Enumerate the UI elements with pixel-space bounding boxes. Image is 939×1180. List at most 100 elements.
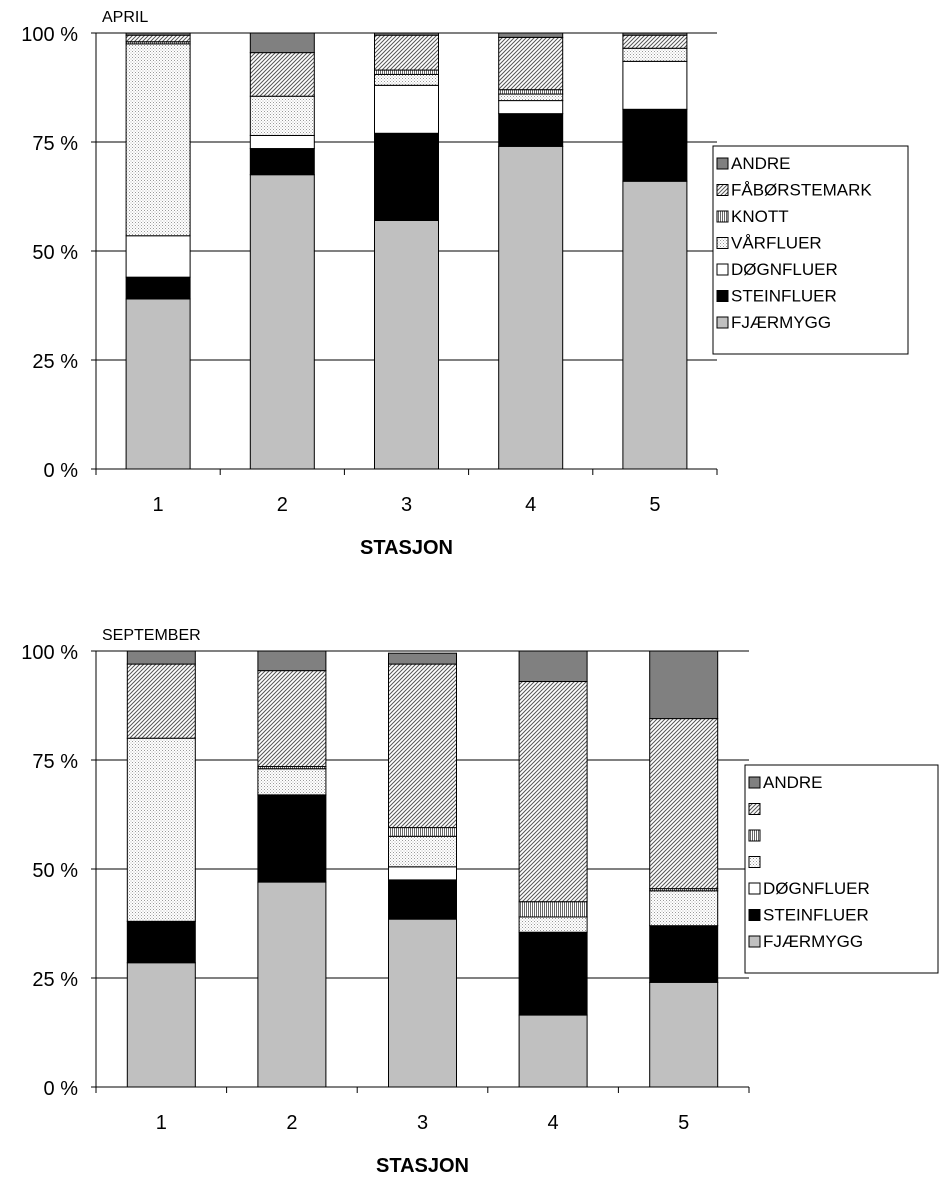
bar-segment bbox=[126, 663, 196, 739]
x-tick-label: 5 bbox=[678, 1112, 689, 1134]
bar-segment bbox=[649, 890, 719, 927]
bar-segment bbox=[257, 650, 327, 672]
legend-swatch bbox=[748, 829, 761, 842]
x-tick-label: 1 bbox=[153, 494, 164, 516]
bar-segment bbox=[518, 916, 588, 933]
chart-0: 0 % 25 % 50 % 75 % 100 % 1 2 3 4 5 APRIL STASJON AND… bbox=[21, 9, 909, 559]
bar-segment bbox=[125, 43, 191, 237]
bar-segment bbox=[125, 298, 191, 470]
bar-segment bbox=[518, 681, 588, 903]
bar-segment bbox=[622, 60, 688, 110]
y-tick-label: 75 % bbox=[32, 133, 78, 155]
legend-swatch bbox=[748, 935, 761, 948]
legend-label: DØGNFLUER bbox=[731, 260, 838, 279]
chart-title: APRIL bbox=[102, 9, 148, 26]
bar-segment bbox=[126, 962, 196, 1088]
bar-segment bbox=[622, 47, 688, 62]
bar-segment bbox=[498, 113, 564, 147]
bar-segment bbox=[498, 89, 564, 95]
y-tick-label: 50 % bbox=[32, 242, 78, 264]
bar-segment bbox=[622, 180, 688, 470]
x-axis-label: STASJON bbox=[376, 1155, 469, 1175]
legend-swatch bbox=[716, 263, 729, 276]
y-tick-label: 0 % bbox=[44, 1078, 79, 1100]
legend: ANDRE FÅBØRSTEMARK KNOTT VÅRFLUER DØGNFLUER S… bbox=[712, 145, 909, 355]
bar-segment bbox=[649, 650, 719, 720]
bar-segment bbox=[518, 931, 588, 1016]
bar-segment bbox=[622, 34, 688, 49]
chart-title: SEPTEMBER bbox=[102, 627, 201, 644]
bar-segment bbox=[498, 100, 564, 115]
bar-segment bbox=[388, 663, 457, 829]
legend-label: FJÆRMYGG bbox=[763, 932, 863, 951]
bar-segment bbox=[388, 835, 457, 868]
bar-segment bbox=[249, 32, 315, 54]
y-tick-label: 25 % bbox=[32, 351, 78, 373]
bar-segment bbox=[374, 34, 439, 71]
y-tick-label: 100 % bbox=[21, 24, 78, 46]
bar-segment bbox=[498, 36, 564, 91]
bar-segment bbox=[374, 32, 439, 36]
bar-segment bbox=[374, 132, 439, 221]
legend-swatch bbox=[748, 909, 761, 921]
bar-segment bbox=[257, 768, 327, 796]
bar-segment bbox=[498, 32, 564, 38]
bar-segment bbox=[249, 134, 315, 150]
y-tick-label: 25 % bbox=[32, 969, 78, 991]
bar-segment bbox=[388, 827, 457, 837]
bar-segment bbox=[518, 650, 588, 683]
legend-swatch bbox=[748, 776, 761, 789]
bar-segment bbox=[498, 145, 564, 470]
bar-segment bbox=[622, 32, 688, 36]
y-tick-label: 50 % bbox=[32, 860, 78, 882]
bar-segment bbox=[498, 93, 564, 102]
bar-segment bbox=[249, 52, 315, 97]
y-tick-label: 75 % bbox=[32, 751, 78, 773]
legend-label: STEINFLUER bbox=[763, 906, 869, 925]
legend: ANDRE DØGNFLUER STEINFLUER FJÆRMYGG bbox=[744, 764, 939, 974]
legend-swatch bbox=[716, 184, 729, 196]
y-tick-label: 0 % bbox=[44, 460, 79, 482]
legend-swatch bbox=[716, 316, 729, 329]
legend-swatch bbox=[716, 210, 729, 223]
bar-segment bbox=[388, 652, 457, 665]
bar-segment bbox=[374, 84, 439, 134]
legend-swatch bbox=[748, 803, 761, 815]
bar-segment bbox=[622, 108, 688, 182]
x-tick-label: 2 bbox=[286, 1112, 297, 1134]
bar-segment bbox=[388, 866, 457, 881]
bar-segment bbox=[649, 981, 719, 1088]
bar-segment bbox=[249, 148, 315, 176]
legend-swatch bbox=[748, 856, 761, 868]
bar-segment bbox=[125, 235, 191, 278]
bar-segment bbox=[649, 718, 719, 890]
legend-swatch bbox=[716, 157, 729, 170]
x-tick-label: 1 bbox=[156, 1112, 167, 1134]
bar-segment bbox=[126, 920, 196, 964]
bar-segment bbox=[249, 95, 315, 136]
chart-1: 0 % 25 % 50 % 75 % 100 % 1 2 3 4 5 SEPTEMBER STASJO… bbox=[21, 627, 939, 1177]
bar-segment bbox=[125, 276, 191, 300]
legend-swatch bbox=[716, 290, 729, 302]
bar-segment bbox=[249, 174, 315, 470]
legend-box bbox=[744, 764, 939, 974]
legend-label: ANDRE bbox=[731, 154, 791, 173]
x-tick-label: 3 bbox=[417, 1112, 428, 1134]
bar-segment bbox=[518, 901, 588, 918]
bar-segment bbox=[388, 918, 457, 1088]
legend-label: VÅRFLUER bbox=[731, 234, 822, 253]
x-tick-label: 3 bbox=[401, 494, 412, 516]
x-tick-label: 4 bbox=[548, 1112, 559, 1134]
bar-segment bbox=[257, 881, 327, 1088]
bar-segment bbox=[388, 879, 457, 920]
y-tick-label: 100 % bbox=[21, 642, 78, 664]
legend-label: FÅBØRSTEMARK bbox=[731, 181, 872, 200]
x-tick-label: 5 bbox=[649, 494, 660, 516]
legend-label: STEINFLUER bbox=[731, 287, 837, 306]
bar-segment bbox=[374, 219, 439, 470]
legend-label: ANDRE bbox=[763, 773, 823, 792]
bar-segment bbox=[125, 32, 191, 36]
x-axis-label: STASJON bbox=[360, 537, 453, 559]
legend-swatch bbox=[716, 237, 729, 249]
